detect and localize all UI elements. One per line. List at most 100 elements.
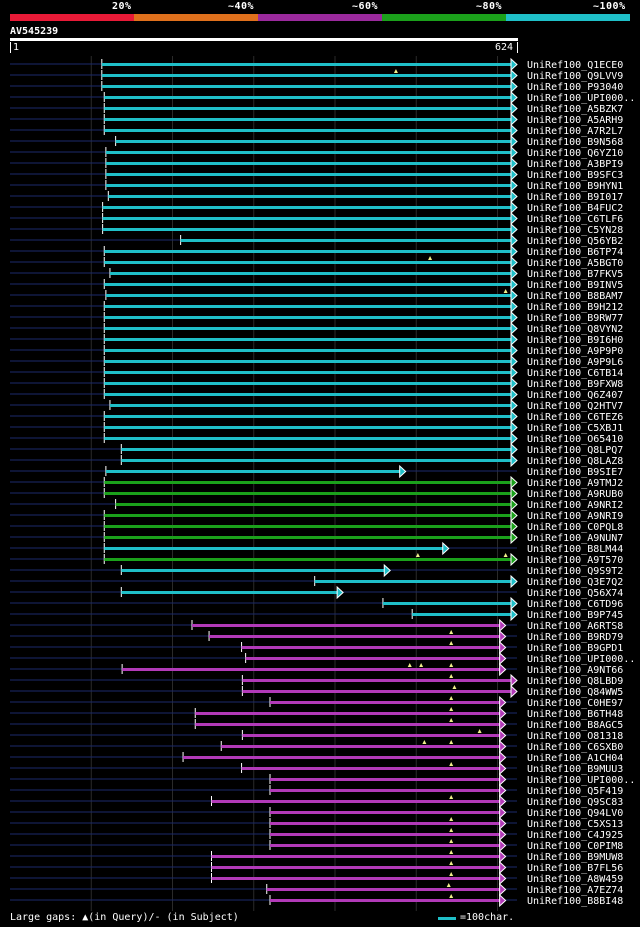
hit-label[interactable]: UniRef100_A6RTS8 [527,621,623,632]
hit-label[interactable]: UniRef100_B9SIE7 [527,467,623,478]
hit-label[interactable]: UniRef100_Q5F419 [527,786,623,797]
hit-bar[interactable] [104,536,512,539]
hit-bar[interactable] [270,844,501,847]
hit-label[interactable]: UniRef100_B4FUC2 [527,203,623,214]
hit-label[interactable]: UniRef100_A9RUB0 [527,489,623,500]
hit-label[interactable]: UniRef100_O65410 [527,434,623,445]
hit-label[interactable]: UniRef100_A1CH04 [527,753,623,764]
hit-label[interactable]: UniRef100_C0PQL8 [527,522,623,533]
hit-bar[interactable] [104,283,512,286]
hit-label[interactable]: UniRef100_C0PIM8 [527,841,623,852]
hit-row[interactable]: UniRef100_B9I017 [10,189,623,204]
hit-row[interactable]: UniRef100_A9P9L6 [10,354,623,369]
hit-row[interactable]: UniRef100_Q9SC83 [10,794,623,809]
hit-label[interactable]: UniRef100_Q3E7Q2 [527,577,623,588]
hit-label[interactable]: UniRef100_Q8VYN2 [527,324,623,335]
hit-bar[interactable] [241,646,501,649]
hit-bar[interactable] [104,481,512,484]
hit-label[interactable]: UniRef100_UPI000.. [527,654,635,665]
hit-bar[interactable] [104,349,512,352]
hit-label[interactable]: UniRef100_Q94LV0 [527,808,623,819]
hit-row[interactable]: UniRef100_A9NUN7 [10,530,623,545]
hit-bar[interactable] [104,415,512,418]
hit-row[interactable]: UniRef100_P93040 [10,79,623,94]
hit-label[interactable]: UniRef100_B9P745 [527,610,623,621]
hit-label[interactable]: UniRef100_A3BPI9 [527,159,623,170]
hit-bar[interactable] [104,371,512,374]
hit-row[interactable]: UniRef100_B9P745 [10,607,623,622]
hit-bar[interactable] [270,789,501,792]
hit-bar[interactable] [183,756,501,759]
hit-bar[interactable] [104,96,512,99]
hit-bar[interactable] [195,712,501,715]
hit-row[interactable]: UniRef100_A7R2L7 [10,123,623,138]
hit-bar[interactable] [180,239,512,242]
hit-bar[interactable] [195,723,501,726]
hit-bar[interactable] [105,294,512,297]
hit-label[interactable]: UniRef100_B9N568 [527,137,623,148]
hit-bar[interactable] [314,580,512,583]
hit-label[interactable]: UniRef100_Q6YZ10 [527,148,623,159]
hit-label[interactable]: UniRef100_B8BI48 [527,896,623,907]
hit-label[interactable]: UniRef100_B9H212 [527,302,623,313]
hit-label[interactable]: UniRef100_A9TMJ2 [527,478,623,489]
hit-bar[interactable] [115,140,512,143]
hit-bar[interactable] [241,767,501,770]
hit-row[interactable]: UniRef100_A8W459 [10,871,623,886]
hit-bar[interactable] [115,503,512,506]
hit-label[interactable]: UniRef100_B9RD79 [527,632,623,643]
hit-bar[interactable] [270,833,501,836]
hit-row[interactable]: UniRef100_B6TP74 [10,244,623,259]
hit-row[interactable]: UniRef100_Q5F419 [10,783,623,798]
hit-row[interactable]: UniRef100_C0PQL8 [10,519,623,534]
hit-row[interactable]: UniRef100_A5BGT0 [10,255,623,270]
hit-row[interactable]: UniRef100_B9H212 [10,299,623,314]
hit-row[interactable]: UniRef100_A5BZK7 [10,101,623,116]
hit-label[interactable]: UniRef100_C4J925 [527,830,623,841]
hit-label[interactable]: UniRef100_B7FL56 [527,863,623,874]
hit-row[interactable]: UniRef100_A7EZ74 [10,882,623,897]
hit-bar[interactable] [270,822,501,825]
hit-row[interactable]: UniRef100_Q1ECE0 [10,57,623,72]
hit-bar[interactable] [102,228,512,231]
hit-row[interactable]: UniRef100_B8LM44 [10,541,623,556]
hit-label[interactable]: UniRef100_Q8LPQ7 [527,445,623,456]
hit-label[interactable]: UniRef100_UPI000.. [527,93,635,104]
hit-bar[interactable] [105,470,401,473]
hit-label[interactable]: UniRef100_Q9S9T2 [527,566,623,577]
hit-row[interactable]: UniRef100_Q56X74 [10,585,623,600]
hit-label[interactable]: UniRef100_UPI000.. [527,775,635,786]
hit-row[interactable]: UniRef100_B9RD79 [10,629,623,644]
hit-bar[interactable] [104,426,512,429]
hit-row[interactable]: UniRef100_Q9LVV9 [10,68,623,83]
hit-row[interactable]: UniRef100_C5XS13 [10,816,623,831]
hit-row[interactable]: UniRef100_B9MUW8 [10,849,623,864]
hit-bar[interactable] [105,184,512,187]
hit-row[interactable]: UniRef100_UPI000.. [10,772,635,787]
hit-row[interactable]: UniRef100_A9NRI2 [10,497,623,512]
hit-row[interactable]: UniRef100_O65410 [10,431,623,446]
hit-row[interactable]: UniRef100_Q56YB2 [10,233,623,248]
hit-label[interactable]: UniRef100_B8BAM7 [527,291,623,302]
hit-bar[interactable] [104,250,512,253]
hit-label[interactable]: UniRef100_C5YN28 [527,225,623,236]
hit-bar[interactable] [104,107,512,110]
hit-row[interactable]: UniRef100_C6SXB0 [10,739,623,754]
hit-bar[interactable] [104,492,512,495]
hit-row[interactable]: UniRef100_B9RW77 [10,310,623,325]
hit-row[interactable]: UniRef100_C0HE97 [10,695,623,710]
hit-label[interactable]: UniRef100_B6TP74 [527,247,623,258]
hit-bar[interactable] [121,569,386,572]
hit-bar[interactable] [105,162,512,165]
hit-label[interactable]: UniRef100_A9T570 [527,555,623,566]
hit-label[interactable]: UniRef100_A9NRI9 [527,511,623,522]
hit-row[interactable]: UniRef100_B9HYN1 [10,178,623,193]
hit-bar[interactable] [104,558,512,561]
hit-label[interactable]: UniRef100_C5XBJ1 [527,423,623,434]
hit-bar[interactable] [105,173,512,176]
hit-bar[interactable] [101,63,512,66]
hit-label[interactable]: UniRef100_A9NT66 [527,665,623,676]
hit-label[interactable]: UniRef100_A9NRI2 [527,500,623,511]
hit-bar[interactable] [104,118,512,121]
hit-label[interactable]: UniRef100_Q1ECE0 [527,60,623,71]
